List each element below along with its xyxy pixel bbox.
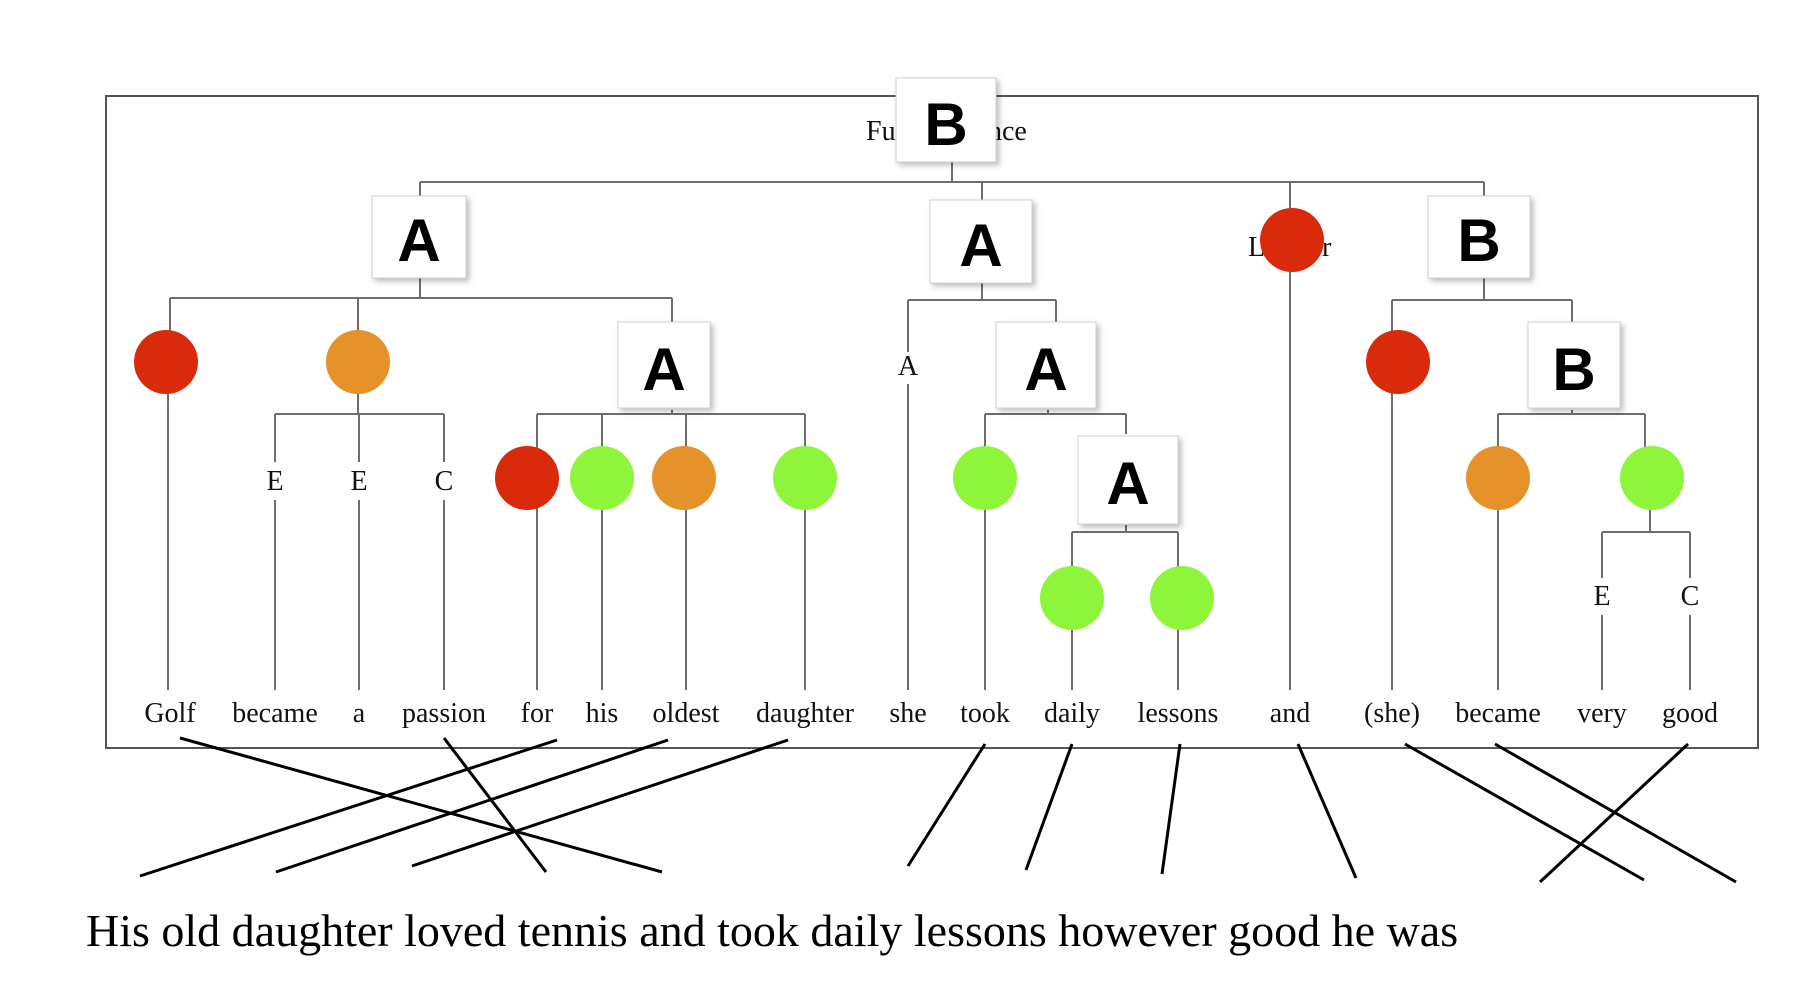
align-good-good <box>1538 742 1690 884</box>
diagram-frame <box>105 95 1759 749</box>
badge-a-5: A <box>1077 435 1179 525</box>
tag-e-2: E <box>350 466 367 497</box>
leaf-tags: E E C A E C <box>266 351 1699 612</box>
word-lessons: lessons <box>1138 698 1219 729</box>
word-very: very <box>1577 698 1627 729</box>
word-took: took <box>960 698 1010 729</box>
green-circle-lessons <box>1150 566 1214 630</box>
align-lessons-lessons <box>1160 743 1182 875</box>
badge-root-b: B <box>895 77 997 163</box>
node-circles <box>134 208 1684 630</box>
svg-text:B: B <box>924 91 967 158</box>
word-a: a <box>353 698 366 729</box>
root-label-left: Fu <box>866 116 896 147</box>
svg-text:A: A <box>1106 450 1149 517</box>
align-golf-tennis <box>179 736 663 874</box>
orange-circle-became <box>1466 446 1530 510</box>
svg-text:A: A <box>397 207 440 274</box>
badge-b-1: B <box>1427 195 1531 279</box>
word-she: she <box>889 698 926 729</box>
word-and: and <box>1270 698 1310 729</box>
badge-a-2: A <box>929 199 1033 284</box>
orange-circle-became-a-passion <box>326 330 390 394</box>
red-circle-for <box>495 446 559 510</box>
word-daughter: daughter <box>756 698 855 729</box>
align-and-however <box>1296 743 1358 879</box>
svg-text:A: A <box>642 336 685 403</box>
word-golf: Golf <box>144 698 196 729</box>
alignment-lines <box>139 736 1737 884</box>
red-circle-and <box>1260 208 1324 272</box>
svg-text:A: A <box>1024 336 1067 403</box>
word-his: his <box>586 698 619 729</box>
tag-e-3: E <box>1593 581 1610 612</box>
svg-text:A: A <box>959 212 1002 279</box>
green-circle-took <box>953 446 1017 510</box>
align-passion-loved <box>442 737 548 873</box>
tag-e-1: E <box>266 466 283 497</box>
target-sentence: His old daughter loved tennis and took d… <box>86 905 1458 956</box>
red-circle-golf <box>134 330 198 394</box>
source-words: Golf became a passion for his oldest dau… <box>144 698 1718 729</box>
tag-a-1: A <box>898 351 919 382</box>
word-oldest: oldest <box>653 698 720 729</box>
word-for: for <box>521 698 554 729</box>
conj-label-right: r <box>1322 232 1332 263</box>
word-became-1: became <box>232 698 318 729</box>
badge-a-1: A <box>371 195 467 279</box>
green-circle-very-good <box>1620 446 1684 510</box>
green-circle-his <box>570 446 634 510</box>
svg-text:B: B <box>1552 336 1595 403</box>
align-daughter-daughter <box>411 738 789 868</box>
tag-c-2: C <box>1681 581 1700 612</box>
badge-b-2: B <box>1527 321 1621 409</box>
align-took-took <box>906 743 987 867</box>
green-circle-daily <box>1040 566 1104 630</box>
word-passion: passion <box>402 698 486 729</box>
align-she-he <box>1404 742 1645 882</box>
red-circle-she <box>1366 330 1430 394</box>
tag-c-1: C <box>435 466 454 497</box>
align-oldest-old <box>275 738 669 874</box>
word-good: good <box>1662 698 1718 729</box>
align-for-his <box>139 738 558 878</box>
align-daily-daily <box>1024 743 1074 871</box>
green-circle-daughter <box>773 446 837 510</box>
word-daily: daily <box>1044 698 1100 729</box>
badges: B A A B A A A B <box>371 77 1621 525</box>
badge-a-3: A <box>617 321 711 409</box>
tree-edges <box>167 162 1691 690</box>
svg-text:B: B <box>1457 207 1500 274</box>
badge-a-4: A <box>995 321 1097 409</box>
orange-circle-oldest <box>652 446 716 510</box>
word-she-paren: (she) <box>1364 698 1420 729</box>
word-became-2: became <box>1455 698 1541 729</box>
